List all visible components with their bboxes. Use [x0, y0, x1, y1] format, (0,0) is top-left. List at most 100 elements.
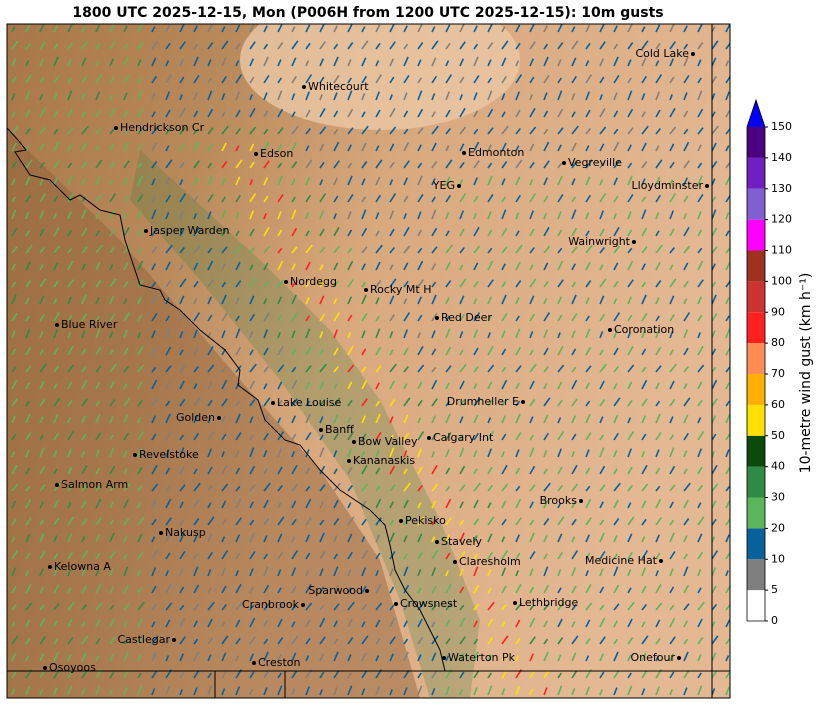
wind-arrow [95, 297, 100, 305]
wind-arrow [67, 431, 75, 441]
wind-arrow [319, 41, 326, 50]
wind-arrow [53, 245, 61, 254]
wind-arrow [683, 312, 691, 322]
wind-arrow [501, 451, 505, 458]
wind-arrow [571, 635, 579, 645]
wind-arrow [291, 26, 296, 33]
wind-arrow [207, 345, 214, 356]
wind-arrow [221, 294, 227, 305]
wind-arrow [67, 211, 72, 220]
wind-arrow [697, 637, 704, 645]
wind-arrow [473, 298, 478, 305]
wind-arrow [459, 501, 464, 509]
wind-arrow [123, 553, 128, 560]
wind-arrow [11, 111, 16, 118]
wind-arrow [585, 297, 590, 305]
wind-arrow [655, 212, 660, 220]
wind-arrow [347, 77, 352, 84]
wind-arrow [473, 262, 479, 271]
wind-arrow [291, 366, 297, 373]
wind-arrow [137, 485, 143, 492]
wind-arrow [165, 485, 171, 492]
wind-arrow [417, 399, 423, 407]
wind-arrow [95, 346, 102, 356]
wind-arrow [529, 161, 535, 169]
wind-arrow [529, 586, 535, 594]
wind-arrow [39, 465, 46, 475]
wind-arrow [11, 451, 15, 458]
wind-arrow [375, 109, 381, 118]
wind-arrow [81, 398, 88, 407]
wind-arrow [473, 280, 479, 288]
wind-arrow [445, 602, 453, 611]
wind-arrow [515, 42, 521, 50]
wind-arrow [249, 126, 257, 135]
wind-arrow [179, 447, 185, 458]
place-dot [513, 601, 517, 605]
wind-arrow [725, 328, 730, 339]
wind-arrow [109, 501, 114, 509]
wind-arrow [375, 583, 382, 594]
wind-arrow [683, 566, 689, 577]
wind-arrow [599, 653, 604, 662]
place-label: Kananaskis [353, 454, 415, 467]
wind-arrow [249, 532, 255, 543]
colorbar-segment [747, 404, 765, 436]
wind-arrow [403, 160, 410, 169]
wind-arrow [263, 195, 269, 203]
terrain [130, 150, 480, 698]
wind-arrow [165, 230, 170, 237]
wind-arrow [403, 687, 408, 696]
wind-arrow [389, 278, 397, 288]
wind-arrow [291, 585, 297, 594]
wind-arrow [165, 194, 171, 203]
wind-arrow [319, 671, 325, 679]
wind-arrow [179, 331, 184, 339]
wind-arrow [109, 586, 115, 594]
wind-arrow [627, 533, 633, 543]
wind-arrow [305, 686, 311, 696]
colorbar-segment [747, 559, 765, 591]
wind-arrow [123, 687, 128, 696]
wind-arrow [123, 482, 131, 492]
wind-arrow [193, 414, 199, 424]
wind-arrow [67, 296, 72, 305]
wind-arrow [67, 516, 75, 526]
place-dot [435, 540, 439, 544]
wind-arrow [445, 212, 450, 220]
wind-arrow [641, 227, 648, 237]
wind-arrow [501, 464, 508, 475]
wind-arrow [613, 312, 621, 322]
wind-arrow [375, 128, 381, 135]
wind-arrow [39, 143, 45, 152]
wind-arrow [39, 399, 46, 407]
wind-arrow [291, 40, 299, 50]
wind-arrow [599, 107, 606, 118]
wind-arrow [445, 145, 450, 152]
wind-arrow [627, 332, 631, 339]
wind-arrow [277, 399, 283, 407]
title: 1800 UTC 2025-12-15, Mon (P006H from 120… [72, 5, 663, 21]
wind-arrow [179, 604, 185, 611]
wind-arrow [417, 637, 424, 645]
wind-arrow [515, 382, 520, 390]
wind-arrow [557, 193, 564, 203]
wind-arrow [305, 637, 311, 645]
wind-arrow [641, 142, 647, 152]
wind-arrow [403, 450, 408, 458]
wind-arrow [291, 415, 296, 424]
wind-arrow [249, 363, 257, 373]
wind-arrow [599, 41, 606, 50]
wind-arrow [249, 689, 253, 696]
colorbar-tick-label: 10 [771, 552, 785, 565]
wind-arrow [151, 57, 157, 67]
wind-arrow [655, 261, 661, 271]
wind-arrow [711, 398, 718, 407]
wind-arrow [319, 617, 326, 628]
wind-arrow [571, 348, 577, 356]
wind-arrow [683, 620, 688, 628]
wind-arrow [151, 111, 156, 118]
wind-arrow [221, 125, 229, 135]
place-label: Lethbridge [519, 596, 579, 609]
